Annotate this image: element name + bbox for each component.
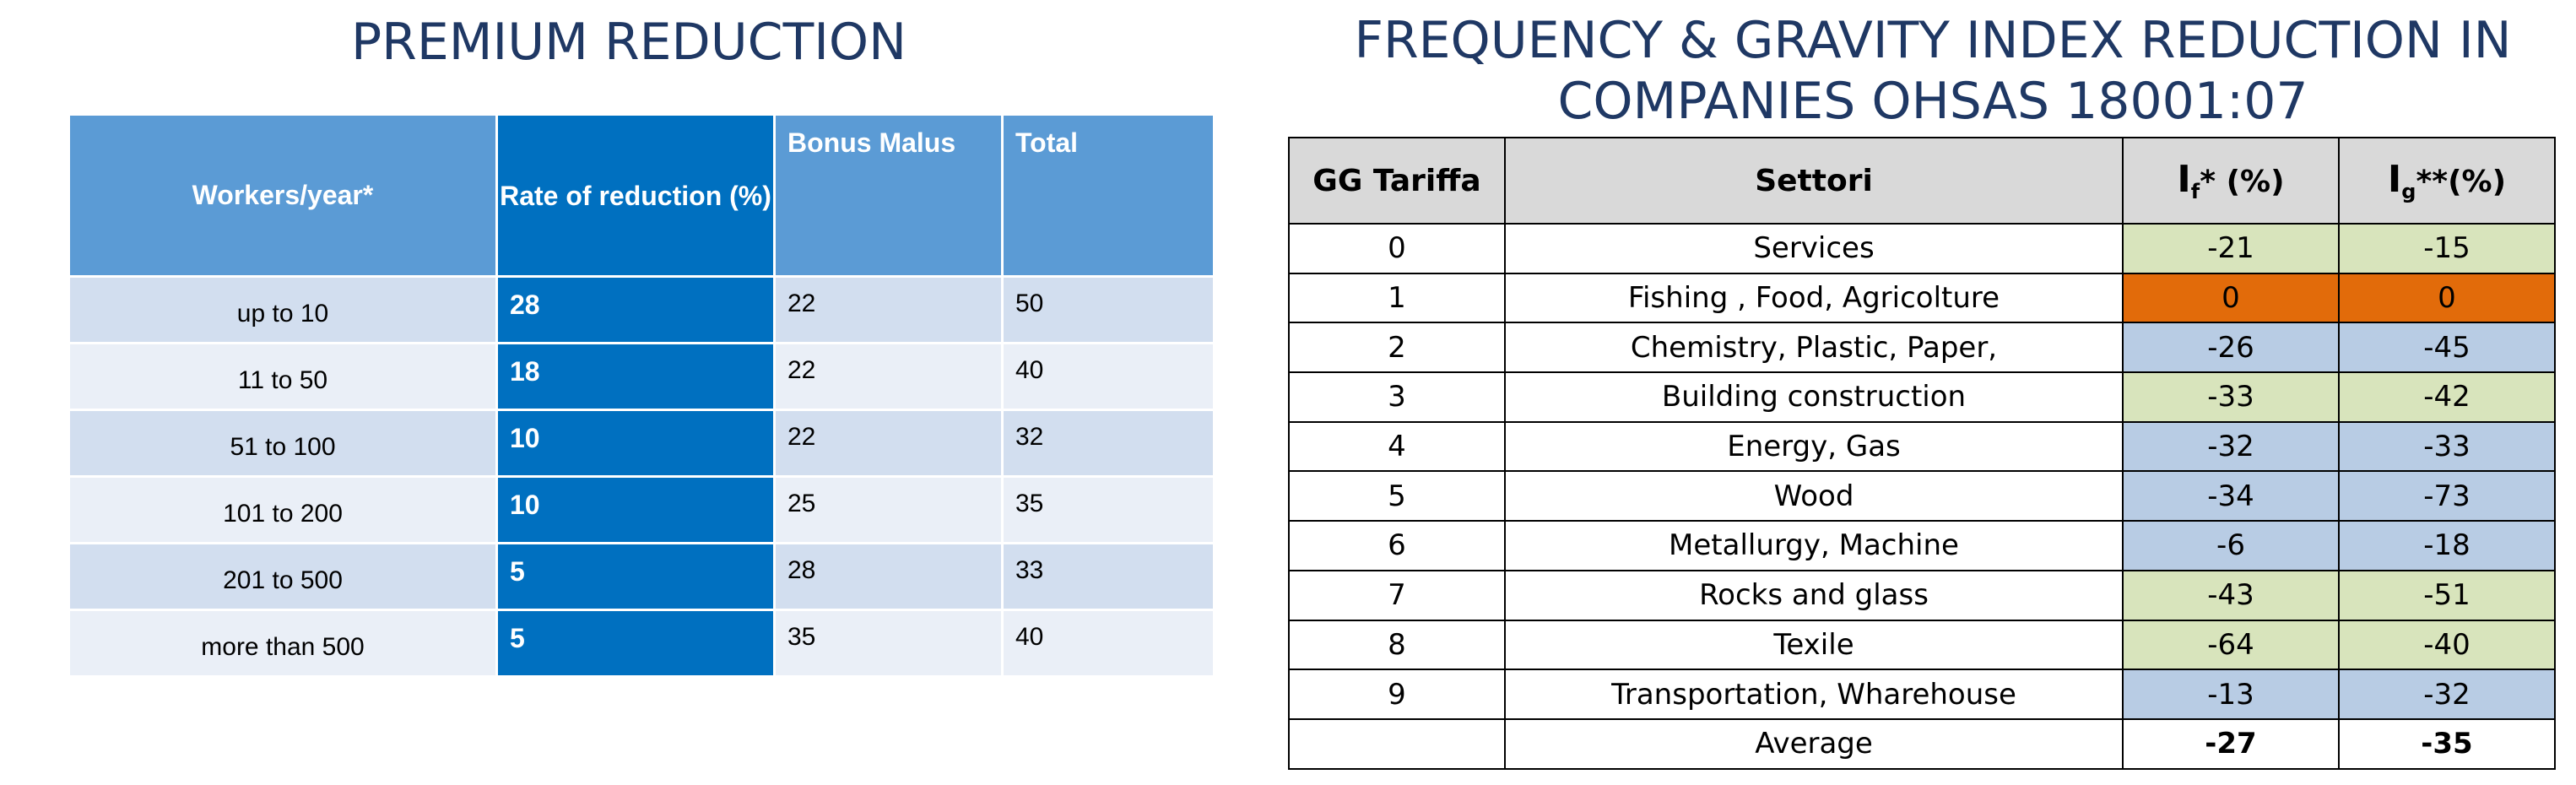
table-row: 7 Rocks and glass -43 -51	[1288, 569, 2556, 621]
frequency-index-cell: -6	[2122, 520, 2340, 571]
sector-cell: Transportation, Wharehouse	[1504, 669, 2124, 720]
gravity-index-cell: -45	[2338, 322, 2556, 374]
table-row: more than 500 5 35 40	[68, 609, 1215, 678]
gg-cell: 8	[1288, 619, 1506, 671]
gravity-index-cell: -51	[2338, 569, 2556, 621]
frequency-gravity-table: GG Tariffa Settori If* (%) Ig**(%) 0 Ser…	[1288, 137, 2556, 770]
workers-cell: 51 to 100	[68, 409, 498, 478]
table-row: 101 to 200 10 25 35	[68, 475, 1215, 544]
table-row: 0 Services -21 -15	[1288, 223, 2556, 274]
header-total: Total	[1001, 113, 1215, 278]
sector-cell: Chemistry, Plastic, Paper,	[1504, 322, 2124, 374]
gravity-index-cell: -18	[2338, 520, 2556, 571]
average-gravity-index: -35	[2338, 717, 2556, 770]
rate-cell: 10	[495, 409, 776, 478]
frequency-gravity-title: FREQUENCY & GRAVITY INDEX REDUCTION IN C…	[1354, 11, 2512, 131]
gg-cell: 7	[1288, 569, 1506, 621]
frequency-index-cell: -33	[2122, 371, 2340, 423]
header-settori: Settori	[1504, 137, 2124, 225]
sector-cell: Metallurgy, Machine	[1504, 520, 2124, 571]
rate-cell: 28	[495, 275, 776, 344]
rate-cell: 18	[495, 342, 776, 411]
table-row: up to 10 28 22 50	[68, 275, 1215, 344]
table-row: 11 to 50 18 22 40	[68, 342, 1215, 411]
gravity-index-cell: -33	[2338, 420, 2556, 473]
workers-cell: up to 10	[68, 275, 498, 344]
table-row: 2 Chemistry, Plastic, Paper, -26 -45	[1288, 322, 2556, 374]
average-row: Average -27 -35	[1288, 717, 2556, 770]
header-workers-year: Workers/year*	[68, 113, 498, 278]
gg-cell: 3	[1288, 371, 1506, 423]
bonus-malus-cell: 22	[773, 275, 1004, 344]
header-gg-tariffa: GG Tariffa	[1288, 137, 1506, 225]
table-row: 9 Transportation, Wharehouse -13 -32	[1288, 669, 2556, 720]
bonus-malus-cell: 22	[773, 342, 1004, 411]
sector-cell: Energy, Gas	[1504, 420, 2124, 473]
header-rate-of-reduction: Rate of reduction (%)	[495, 113, 776, 278]
frequency-index-cell: -43	[2122, 569, 2340, 621]
workers-cell: 201 to 500	[68, 542, 498, 611]
sector-cell: Fishing , Food, Agricolture	[1504, 272, 2124, 324]
total-cell: 35	[1001, 475, 1215, 544]
gg-cell: 9	[1288, 669, 1506, 720]
table-row: 3 Building construction -33 -42	[1288, 371, 2556, 423]
frequency-index-cell: -26	[2122, 322, 2340, 374]
sector-cell: Wood	[1504, 470, 2124, 522]
table-row: 5 Wood -34 -73	[1288, 470, 2556, 522]
table-row: 1 Fishing , Food, Agricolture 0 0	[1288, 272, 2556, 324]
workers-cell: 101 to 200	[68, 475, 498, 544]
gravity-index-cell: -40	[2338, 619, 2556, 671]
gg-cell: 1	[1288, 272, 1506, 324]
gravity-index-cell: -42	[2338, 371, 2556, 423]
header-frequency-index: If* (%)	[2122, 137, 2340, 225]
average-label: Average	[1504, 717, 2124, 770]
gg-cell: 2	[1288, 322, 1506, 374]
frequency-index-cell: 0	[2122, 272, 2340, 324]
gravity-index-cell: -15	[2338, 223, 2556, 274]
total-cell: 33	[1001, 542, 1215, 611]
gg-cell: 5	[1288, 470, 1506, 522]
header-bonus-malus: Bonus Malus	[773, 113, 1004, 278]
premium-reduction-table: Workers/year* Rate of reduction (%) Bonu…	[68, 113, 1215, 678]
table-header-row: GG Tariffa Settori If* (%) Ig**(%)	[1288, 137, 2556, 225]
total-cell: 40	[1001, 609, 1215, 678]
table-row: 51 to 100 10 22 32	[68, 409, 1215, 478]
premium-reduction-title: PREMIUM REDUCTION	[350, 13, 907, 72]
workers-cell: more than 500	[68, 609, 498, 678]
total-cell: 50	[1001, 275, 1215, 344]
rate-cell: 5	[495, 542, 776, 611]
rate-cell: 10	[495, 475, 776, 544]
gg-cell	[1288, 717, 1506, 770]
sector-cell: Services	[1504, 223, 2124, 274]
gg-cell: 6	[1288, 520, 1506, 571]
table-row: 4 Energy, Gas -32 -33	[1288, 420, 2556, 473]
frequency-index-cell: -64	[2122, 619, 2340, 671]
workers-cell: 11 to 50	[68, 342, 498, 411]
gg-cell: 0	[1288, 223, 1506, 274]
sector-cell: Rocks and glass	[1504, 569, 2124, 621]
gg-cell: 4	[1288, 420, 1506, 473]
rate-cell: 5	[495, 609, 776, 678]
sector-cell: Building construction	[1504, 371, 2124, 423]
table-row: 201 to 500 5 28 33	[68, 542, 1215, 611]
bonus-malus-cell: 25	[773, 475, 1004, 544]
gravity-index-cell: -73	[2338, 470, 2556, 522]
bonus-malus-cell: 35	[773, 609, 1004, 678]
frequency-index-cell: -21	[2122, 223, 2340, 274]
table-row: 6 Metallurgy, Machine -6 -18	[1288, 520, 2556, 571]
frequency-index-cell: -34	[2122, 470, 2340, 522]
frequency-index-cell: -13	[2122, 669, 2340, 720]
table-row: 8 Texile -64 -40	[1288, 619, 2556, 671]
header-gravity-index: Ig**(%)	[2338, 137, 2556, 225]
frequency-index-cell: -32	[2122, 420, 2340, 473]
average-frequency-index: -27	[2122, 717, 2340, 770]
table-header-row: Workers/year* Rate of reduction (%) Bonu…	[68, 113, 1215, 278]
bonus-malus-cell: 22	[773, 409, 1004, 478]
sector-cell: Texile	[1504, 619, 2124, 671]
gravity-index-cell: -32	[2338, 669, 2556, 720]
total-cell: 32	[1001, 409, 1215, 478]
bonus-malus-cell: 28	[773, 542, 1004, 611]
total-cell: 40	[1001, 342, 1215, 411]
gravity-index-cell: 0	[2338, 272, 2556, 324]
